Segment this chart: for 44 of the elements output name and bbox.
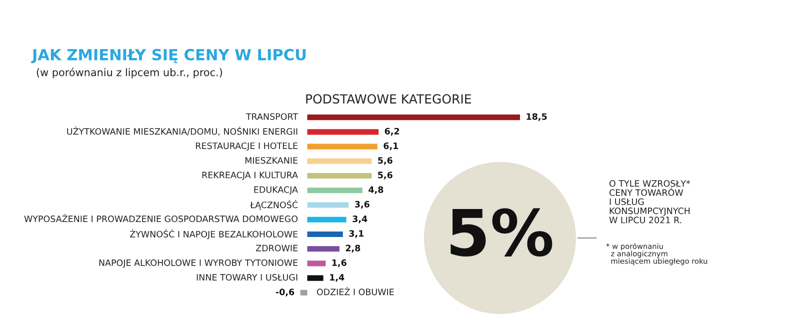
bar — [307, 216, 346, 222]
bar — [307, 144, 378, 150]
y-tick-label: RESTAURACJE I HOTELE — [196, 142, 298, 151]
bar — [307, 246, 340, 252]
y-tick-label: TRANSPORT — [246, 113, 298, 120]
y-tick-label: ŁĄCZNOŚĆ — [250, 200, 298, 210]
data-label: 1,6 — [332, 259, 346, 268]
data-label: 1,4 — [330, 274, 344, 282]
data-label: 3,6 — [354, 200, 370, 209]
bar — [307, 275, 324, 281]
y-tick-label: REKREACJA I KULTURA — [202, 172, 298, 180]
bar — [307, 231, 343, 238]
text: JAK ZMIENIŁY SIĘ CENY W LIPCU — [31, 48, 306, 64]
data-label: 2,8 — [346, 244, 360, 253]
y-tick-label: MIESZKANIE — [245, 157, 298, 164]
y-tick-label: ODZIEŻ I OBUWIE — [316, 287, 394, 296]
bar — [307, 260, 326, 266]
data-label: 6,2 — [384, 128, 400, 136]
bar — [307, 158, 372, 164]
y-tick-label: ZDROWIE — [256, 244, 298, 252]
bar — [307, 172, 372, 179]
y-tick-label: WYPOSAŻENIE I PROWADZENIE GOSPODARSTWA DOMOWEGO — [24, 214, 298, 222]
data-label: 3,4 — [352, 216, 368, 224]
annotation: 5% — [450, 208, 552, 257]
data-label: 3,1 — [349, 230, 364, 238]
y-tick-label: UŻYTKOWANIE MIESZKANIA/DOMU, NOŚNIKI ENERGII — [67, 126, 298, 136]
data-label: 5,6 — [378, 157, 392, 165]
bar — [307, 188, 362, 194]
bar — [307, 202, 349, 208]
data-label: 18,5 — [526, 113, 547, 121]
data-label: 6,1 — [384, 142, 398, 150]
y-tick-label: ŻYWNOŚĆ I NAPOJE BEZALKOHOLOWE — [130, 229, 298, 240]
text: PODSTAWOWE KATEGORIE — [306, 94, 471, 104]
text: (w porównaniu z lipcem ub.r., proc.) — [36, 68, 222, 78]
bar — [300, 290, 308, 296]
data-label: 5,6 — [378, 172, 392, 180]
text: O TYLE WZROSŁY* CENY TOWARÓW I USŁUG KONSUMPCYJNYCH W LIPCU 2021 R. — [609, 180, 690, 224]
data-label: -0,6 — [276, 288, 294, 296]
bar — [307, 129, 379, 135]
bar — [307, 114, 520, 120]
y-tick-label: EDUKACJA — [254, 186, 298, 195]
y-tick-label: INNE TOWARY I USŁUGI — [196, 274, 298, 281]
y-tick-label: NAPOJE ALKOHOLOWE I WYROBY TYTONIOWE — [99, 259, 298, 268]
data-label: 4,8 — [368, 186, 384, 194]
